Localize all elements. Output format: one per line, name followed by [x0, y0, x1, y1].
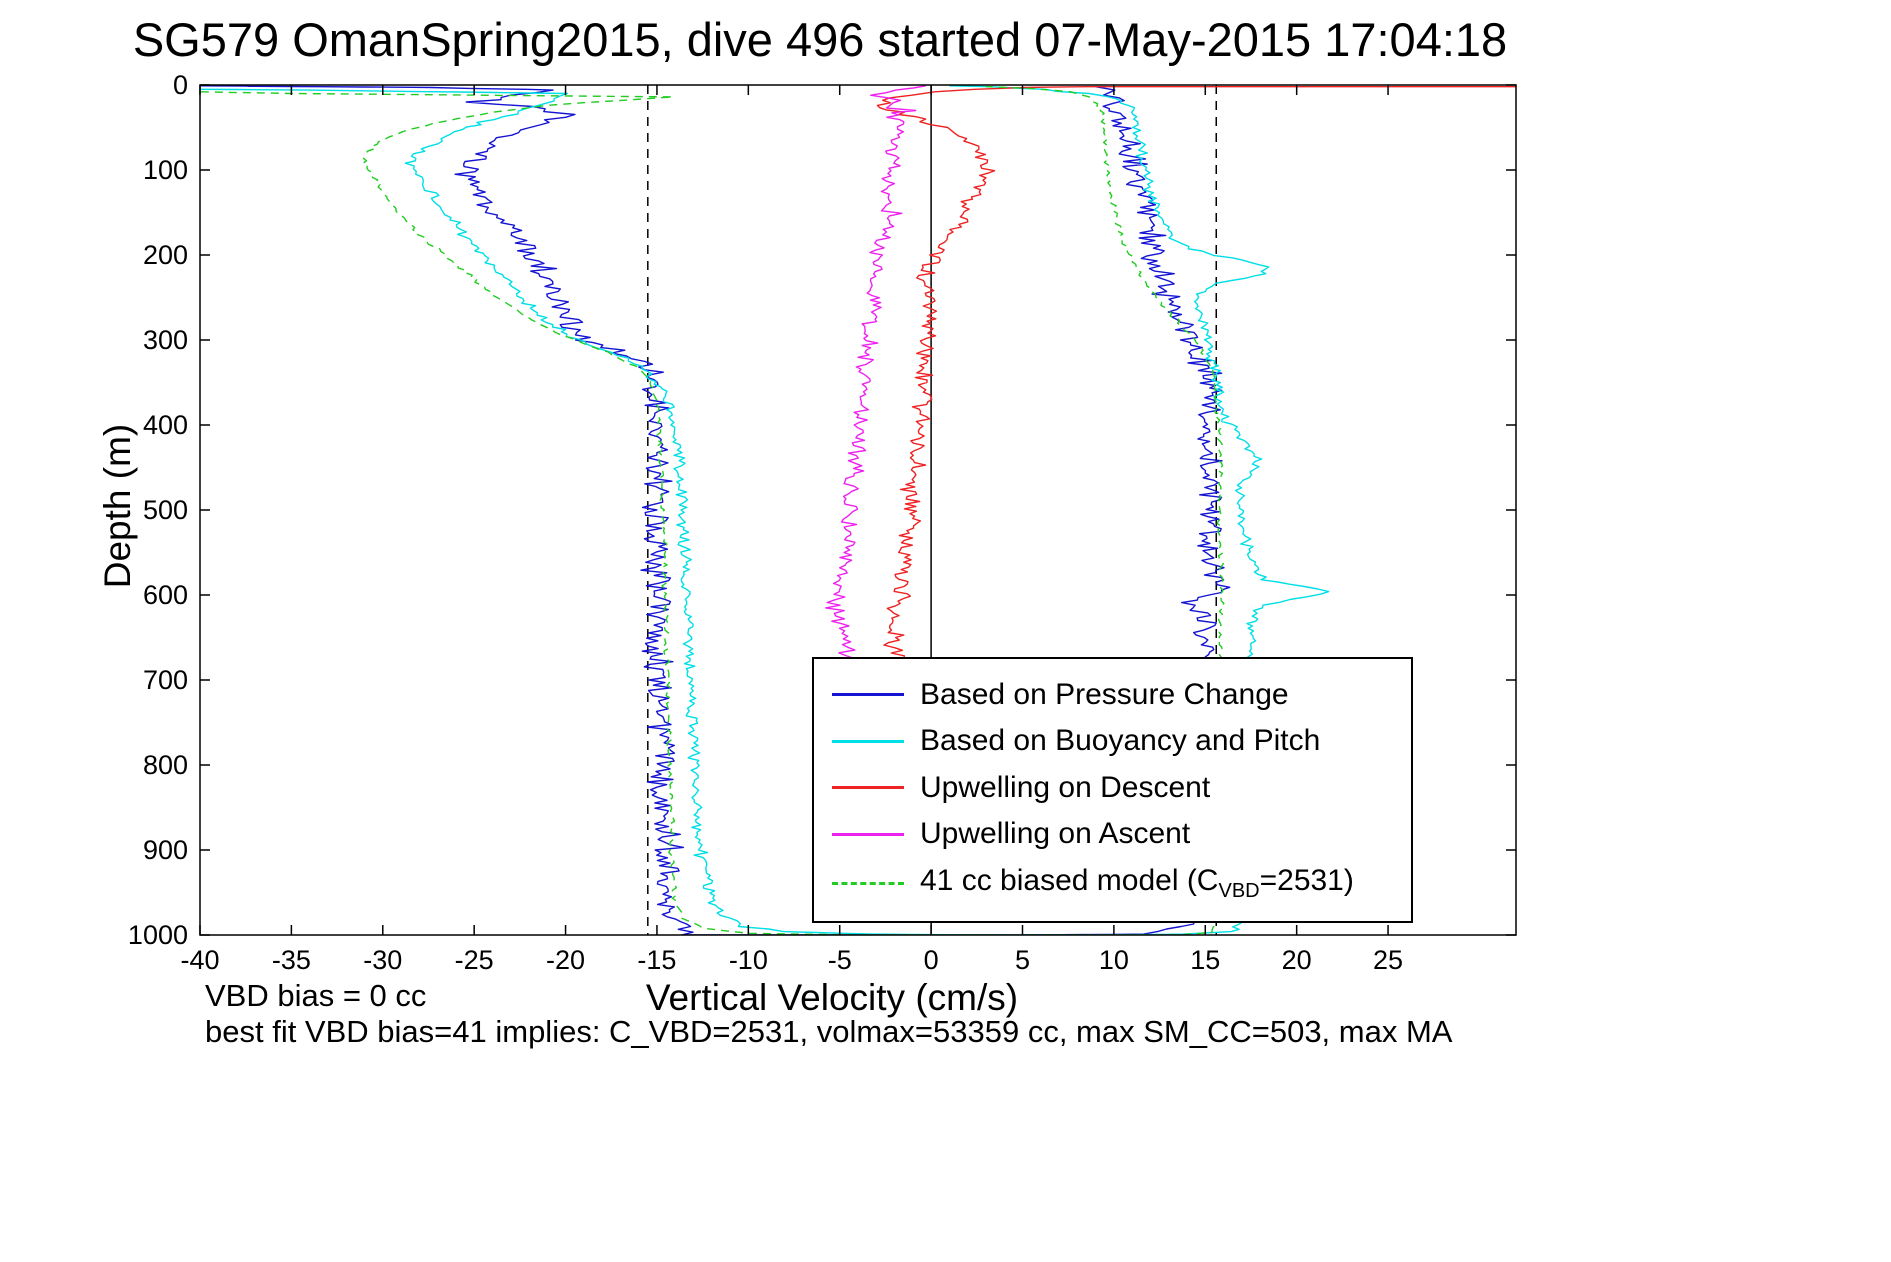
x-tick-label: -10 — [729, 945, 768, 975]
y-tick-label: 600 — [143, 580, 188, 610]
legend-item-biased-model: 41 cc biased model (CVBD=2531) — [832, 864, 1411, 903]
x-tick-label: -20 — [546, 945, 585, 975]
x-tick-label: 25 — [1373, 945, 1403, 975]
x-tick-label: -30 — [363, 945, 402, 975]
vbd-bias-note: VBD bias = 0 cc — [205, 978, 427, 1013]
legend-item-buoyancy-pitch: Based on Buoyancy and Pitch — [832, 724, 1411, 758]
legend-label: Based on Buoyancy and Pitch — [920, 724, 1321, 757]
legend-line-sample-blue — [832, 693, 904, 696]
y-tick-label: 100 — [143, 155, 188, 185]
series-line-1 — [200, 85, 1330, 935]
x-tick-label: -15 — [637, 945, 676, 975]
x-tick-label: 0 — [924, 945, 939, 975]
legend-label: Upwelling on Ascent — [920, 817, 1191, 850]
y-axis-label: Depth (m) — [97, 423, 138, 589]
figure-title: SG579 OmanSpring2015, dive 496 started 0… — [132, 13, 1508, 66]
y-tick-label: 700 — [143, 665, 188, 695]
x-tick-label: 5 — [1015, 945, 1030, 975]
x-tick-label: -35 — [272, 945, 311, 975]
x-tick-label: -40 — [180, 945, 219, 975]
x-axis-label: Vertical Velocity (cm/s) — [645, 977, 1019, 1018]
legend-label: Upwelling on Descent — [920, 770, 1211, 804]
y-tick-label: 0 — [173, 70, 188, 100]
y-tick-label: 1000 — [128, 920, 188, 950]
y-tick-label: 300 — [143, 325, 188, 355]
legend-label: Based on Pressure Change — [920, 677, 1289, 711]
best-fit-note: best fit VBD bias=41 implies: C_VBD=2531… — [205, 1014, 1453, 1049]
y-tick-label: 500 — [143, 495, 188, 525]
series-line-0 — [200, 85, 1231, 935]
y-tick-label: 800 — [143, 750, 188, 780]
legend-item-upwelling-descent: Upwelling on Descent — [832, 771, 1411, 805]
x-tick-label: -5 — [828, 945, 852, 975]
x-tick-label: -25 — [455, 945, 494, 975]
legend-label: 41 cc biased model (CVBD=2531) — [920, 863, 1354, 902]
x-tick-label: 15 — [1190, 945, 1220, 975]
series-line-3 — [825, 85, 927, 662]
legend-line-sample-green-dashed — [832, 881, 904, 885]
legend-item-pressure-change: Based on Pressure Change — [832, 678, 1411, 712]
legend-line-sample-cyan — [832, 739, 904, 743]
y-tick-label: 400 — [143, 410, 188, 440]
x-tick-label: 20 — [1282, 945, 1312, 975]
legend-item-upwelling-ascent: Upwelling on Ascent — [832, 817, 1411, 851]
legend: Based on Pressure Change Based on Buoyan… — [812, 657, 1413, 923]
y-tick-label: 900 — [143, 835, 188, 865]
y-tick-label: 200 — [143, 240, 188, 270]
legend-line-sample-red — [832, 786, 904, 789]
x-tick-label: 10 — [1099, 945, 1129, 975]
legend-line-sample-magenta — [832, 832, 904, 836]
series-line-2 — [876, 85, 1516, 662]
